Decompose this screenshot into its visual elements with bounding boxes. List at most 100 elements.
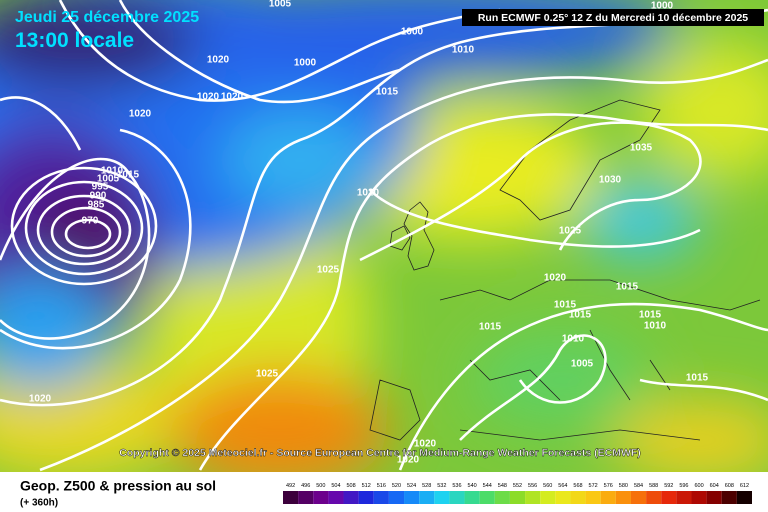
scale-cell: [419, 491, 435, 504]
scale-cell: [509, 491, 526, 504]
scale-label: 516: [377, 483, 386, 489]
isobar-label: 1010: [644, 321, 667, 332]
isobar-label: 1020: [357, 188, 380, 199]
scale-cell: [661, 491, 677, 504]
isobar-label: 1015: [554, 300, 577, 311]
scale-label: 576: [604, 483, 613, 489]
isobar-label: 1005: [269, 0, 292, 10]
isobar-label: 990: [90, 191, 107, 202]
scale-cell: [313, 491, 329, 504]
isobar-label: 1035: [630, 143, 653, 154]
scale-label: 568: [573, 483, 582, 489]
isobar-label: 1020: [544, 273, 567, 284]
scale-cell: [555, 491, 571, 504]
scale-label: 492: [286, 483, 295, 489]
scale-label: 592: [664, 483, 673, 489]
scale-label: 496: [301, 483, 310, 489]
copyright: Copyright © 2025 Meteociel.fr - Source E…: [119, 447, 641, 459]
run-info: Run ECMWF 0.25° 12 Z du Mercredi 10 déce…: [478, 12, 748, 24]
isobar-label: 1015: [616, 282, 639, 293]
isobar-label: 1000: [651, 1, 674, 12]
scale-cell: [358, 491, 374, 504]
scale-cell: [706, 491, 722, 504]
scale-label: 600: [694, 483, 703, 489]
scale-cell: [736, 491, 752, 504]
scale-cell: [464, 491, 480, 504]
scale-label: 508: [346, 483, 355, 489]
isobar-label: 970: [82, 216, 99, 227]
scale-label: 612: [740, 483, 749, 489]
scale-label: 520: [392, 483, 401, 489]
isobar-label: 1005: [97, 174, 120, 185]
isobar-label: 1020: [197, 92, 220, 103]
scale-cell: [615, 491, 631, 504]
local-time: 13:00 locale: [15, 29, 134, 52]
isobar-label: 1015: [479, 322, 502, 333]
scale-cell: [525, 491, 541, 504]
scale-label: 512: [362, 483, 371, 489]
isobar-label: 1015: [376, 87, 399, 98]
scale-label: 552: [513, 483, 522, 489]
isobar-label: 1020: [129, 109, 152, 120]
isobar-label: 1020: [221, 92, 244, 103]
scale-label: 564: [558, 483, 567, 489]
date: Jeudi 25 décembre 2025: [15, 9, 199, 26]
scale-label: 528: [422, 483, 431, 489]
scale-cell: [373, 491, 389, 504]
isobar-label: 995: [92, 182, 109, 193]
scale-cell: [721, 491, 737, 504]
isobar-label: 1000: [401, 27, 424, 38]
isobar-label: 1025: [256, 369, 279, 380]
scale-label: 532: [437, 483, 446, 489]
scale-cell: [540, 491, 556, 504]
coastlines: [369, 99, 761, 441]
isobar-label: 1020: [397, 455, 420, 466]
scale-cell: [479, 491, 495, 504]
scale-label: 504: [331, 483, 340, 489]
scale-label: 540: [468, 483, 477, 489]
run-box: [462, 9, 764, 26]
scale-label: 604: [710, 483, 719, 489]
scale-label: 548: [498, 483, 507, 489]
scale-cell: [691, 491, 707, 504]
scale-cell: [600, 491, 616, 504]
scale-label: 500: [316, 483, 325, 489]
isobar-label: 1010: [101, 166, 124, 177]
scale-cell: [283, 491, 299, 504]
isobars: [0, 0, 768, 472]
isobar-label: 1020: [207, 55, 230, 66]
isobar-label: 1015: [686, 373, 709, 384]
isobar-label: 1005: [571, 359, 594, 370]
isobar-label: 1000: [294, 58, 317, 69]
scale-cell: [434, 491, 450, 504]
scale-cell: [388, 491, 405, 504]
scale-cell: [585, 491, 601, 504]
scale-cell: [570, 491, 586, 504]
isobar-label: 1020: [414, 439, 437, 450]
scale-cell: [494, 491, 510, 504]
scale-label: 524: [407, 483, 416, 489]
scale-cell: [343, 491, 359, 504]
footer-lead: (+ 360h): [20, 498, 58, 509]
scale-label: 572: [589, 483, 598, 489]
scale-cell: [449, 491, 465, 504]
scale-cell: [646, 491, 662, 504]
scale-label: 560: [543, 483, 552, 489]
isobar-label: 1020: [29, 394, 52, 405]
isobar-label: 1010: [452, 45, 475, 56]
scale-label: 556: [528, 483, 537, 489]
scale-label: 536: [452, 483, 461, 489]
isobar-label: 1015: [117, 170, 140, 181]
isobar-label: 985: [88, 200, 105, 211]
scale-cell: [298, 491, 314, 504]
scale-cell: [328, 491, 344, 504]
scale-label: 596: [679, 483, 688, 489]
isobar-label: 1025: [317, 265, 340, 276]
scale-cell: [404, 491, 420, 504]
isobar-label: 1015: [569, 310, 592, 321]
scale-cell: [676, 491, 692, 504]
